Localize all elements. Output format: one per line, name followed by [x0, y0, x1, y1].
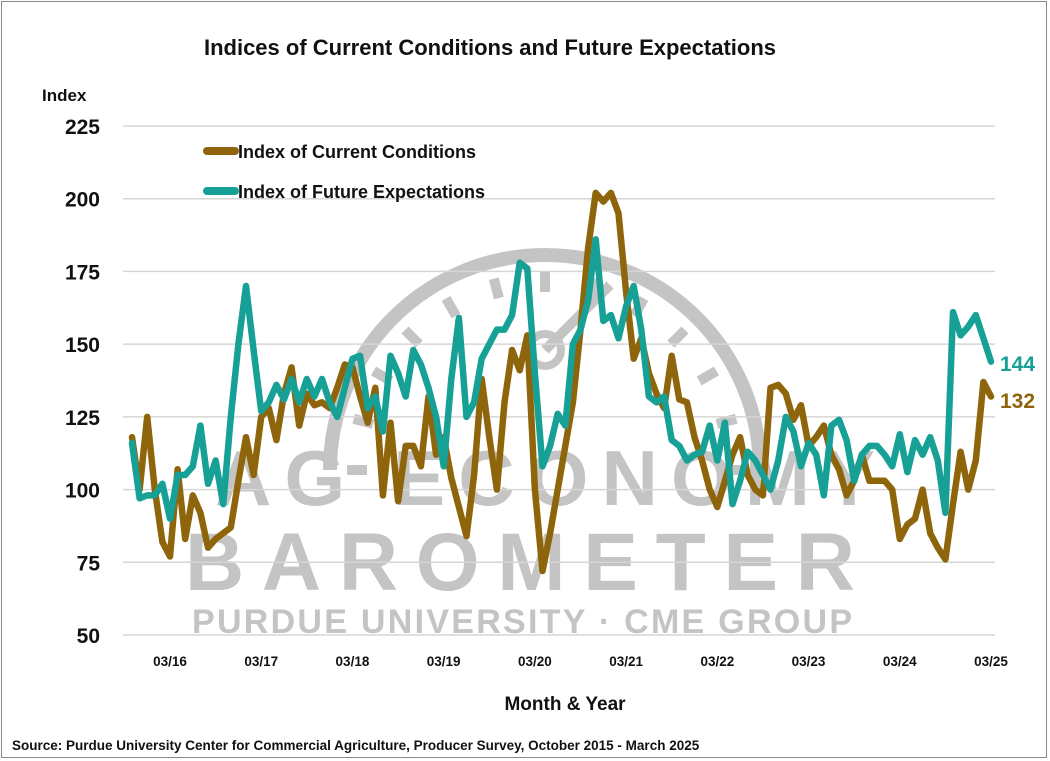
gauge-tick-icon — [401, 326, 423, 348]
gauge-tick-icon — [696, 366, 719, 386]
x-tick-label: 03/16 — [153, 654, 187, 669]
x-tick-label: 03/17 — [244, 654, 278, 669]
x-tick-label: 03/21 — [609, 654, 643, 669]
end-label-future: 144 — [1000, 353, 1035, 376]
gauge-tick-icon — [441, 296, 461, 319]
y-tick-label: 50 — [77, 625, 100, 648]
series-lines — [128, 189, 995, 575]
gauge-tick-icon — [488, 277, 504, 300]
y-axis-label: Index — [42, 86, 87, 105]
x-tick-label: 03/20 — [518, 654, 552, 669]
y-tick-label: 175 — [65, 261, 100, 284]
legend-label-future: Index of Future Expectations — [238, 182, 485, 202]
x-tick-label: 03/23 — [792, 654, 826, 669]
legend-label-current: Index of Current Conditions — [238, 142, 476, 162]
legend: Index of Current Conditions Index of Fut… — [203, 142, 485, 202]
x-tick-label: 03/22 — [700, 654, 734, 669]
x-tick-label: 03/19 — [427, 654, 461, 669]
y-tick-label: 200 — [65, 189, 100, 212]
x-axis-ticks: 03/16 03/17 03/18 03/19 03/20 03/21 03/22 03/23… — [153, 654, 1008, 669]
x-axis-label: Month & Year — [504, 694, 626, 715]
gauge-tick-icon — [667, 326, 689, 348]
series-line-future-expectations — [128, 236, 995, 522]
chart-title: Indices of Current Conditions and Future… — [204, 35, 776, 60]
x-tick-label: 03/24 — [883, 654, 917, 669]
y-tick-label: 225 — [65, 116, 100, 139]
series-line-current-conditions — [128, 189, 995, 575]
y-tick-label: 150 — [65, 334, 100, 357]
y-tick-label: 100 — [65, 480, 100, 503]
y-tick-label: 75 — [77, 552, 101, 575]
x-tick-label: 03/25 — [974, 654, 1008, 669]
y-tick-label: 125 — [65, 407, 100, 430]
x-tick-label: 03/18 — [336, 654, 370, 669]
source-note: Source: Purdue University Center for Com… — [12, 738, 700, 753]
end-label-current: 132 — [1000, 390, 1035, 413]
y-axis-ticks: 50 75 100 125 150 175 200 225 — [65, 116, 100, 648]
